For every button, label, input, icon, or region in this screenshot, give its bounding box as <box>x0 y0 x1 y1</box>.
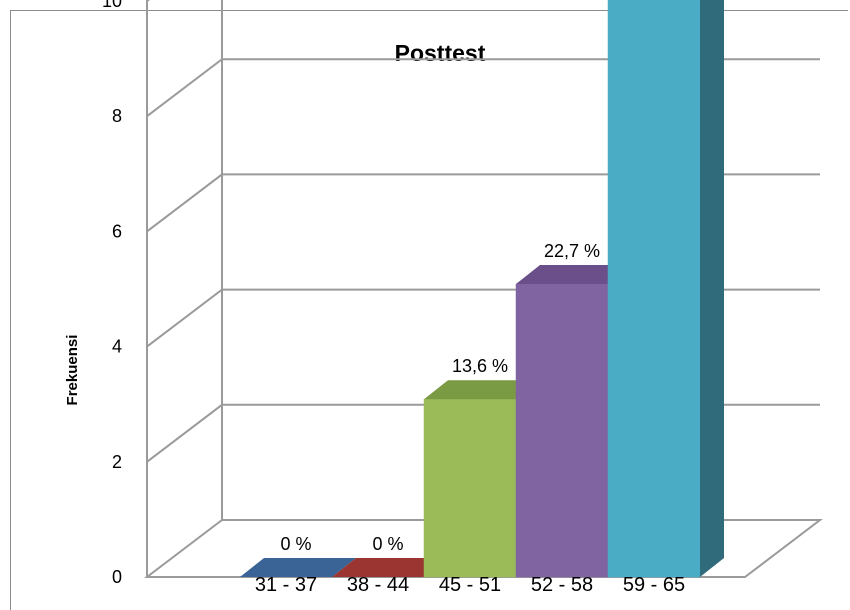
data-label: 22,7 % <box>544 241 600 261</box>
x-tick-label: 31 - 37 <box>255 574 317 596</box>
y-tick-label: 6 <box>112 221 122 241</box>
y-tick-label: 2 <box>112 452 122 472</box>
y-tick-label: 10 <box>102 0 122 11</box>
y-axis-ticks: 02468101214 <box>102 0 122 587</box>
bar <box>240 558 356 577</box>
x-tick-label: 45 - 51 <box>439 574 501 596</box>
x-tick-label: 52 - 58 <box>531 574 593 596</box>
x-tick-label: 38 - 44 <box>347 574 409 596</box>
bar <box>332 558 448 577</box>
bar-top <box>516 265 632 284</box>
x-axis-ticks: 31 - 37 38 - 44 45 - 51 52 - 58 59 - 65 <box>255 574 685 596</box>
chart-bars <box>240 0 724 578</box>
bar <box>607 0 724 578</box>
bar-top <box>332 558 448 577</box>
bar-top <box>424 380 540 400</box>
bar-front <box>607 0 701 578</box>
data-label: 0 % <box>372 534 403 554</box>
y-axis-label: Frekuensi <box>64 335 81 406</box>
data-label: 13,6 % <box>452 356 508 376</box>
y-tick-label: 0 <box>112 567 122 587</box>
y-tick-label: 4 <box>112 337 122 357</box>
x-tick-label: 59 - 65 <box>623 574 685 596</box>
data-labels: 0 %0 %13,6 %22,7 %63,7 % <box>280 241 600 554</box>
data-label: 0 % <box>280 534 311 554</box>
bar-front <box>423 398 517 578</box>
bar-side <box>700 0 724 577</box>
bar-top <box>240 558 356 577</box>
bar-front <box>515 283 609 578</box>
chart-title: Posttest <box>394 40 486 66</box>
y-tick-label: 8 <box>112 106 122 126</box>
chart-frame <box>10 10 848 610</box>
